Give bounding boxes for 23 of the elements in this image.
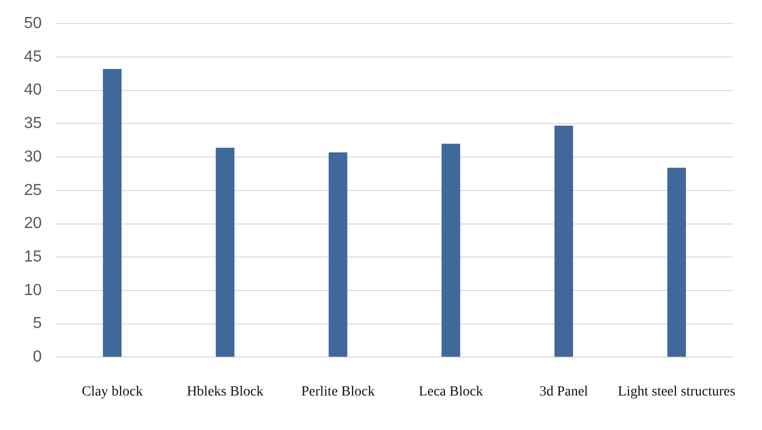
y-tick-label: 35 xyxy=(24,115,42,132)
y-tick-label: 10 xyxy=(24,282,42,299)
x-tick-label: 3d Panel xyxy=(539,384,588,400)
bar xyxy=(216,148,234,357)
y-tick-label: 5 xyxy=(32,315,42,332)
x-tick-label: Leca Block xyxy=(418,384,483,400)
x-tick-label: Clay block xyxy=(82,384,143,400)
bar xyxy=(554,126,574,357)
y-tick-label: 45 xyxy=(24,48,42,66)
y-tick-label: 20 xyxy=(24,215,42,232)
y-tick-label: 30 xyxy=(24,148,42,166)
bar xyxy=(328,152,348,357)
y-tick-label: 50 xyxy=(24,15,42,32)
bar xyxy=(102,68,122,357)
x-tick-label: Light steel structures xyxy=(618,384,736,400)
bar xyxy=(442,144,460,357)
y-tick-label: 0 xyxy=(32,348,42,366)
y-tick-label: 25 xyxy=(24,182,42,199)
y-tick-label: 15 xyxy=(24,248,42,266)
x-tick-label: Hbleks Block xyxy=(186,384,264,400)
y-tick-label: 40 xyxy=(24,82,42,99)
x-tick-label: Perlite Block xyxy=(301,384,375,400)
bar xyxy=(667,168,686,357)
